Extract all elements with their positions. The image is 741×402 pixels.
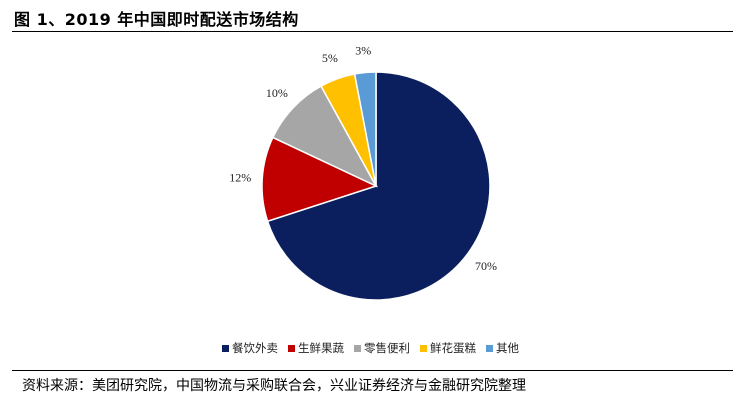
legend-item-retail-convenience: 零售便利 [354,340,410,356]
pie-slice-retail-convenience [271,85,378,188]
slice-label-food-delivery: 70% [475,259,497,273]
figure-title: 图 1、2019 年中国即时配送市场结构 [14,10,299,29]
slice-label-other: 3% [355,44,371,58]
source-note: 资料来源：美团研究院，中国物流与采购联合会，兴业证券经济与金融研究院整理 [22,378,526,394]
legend-item-fresh-produce: 生鲜果蔬 [288,340,344,356]
source-divider [12,370,733,371]
title-divider [12,31,733,32]
slice-label-flowers-cakes: 5% [322,51,338,65]
legend-label: 其他 [496,341,519,355]
legend-item-other: 其他 [486,340,519,356]
legend-swatch [420,344,427,352]
legend-swatch [222,344,229,352]
pie-slice-other [353,71,377,187]
legend-swatch [486,344,493,352]
slice-label-fresh-produce: 12% [229,170,251,184]
pie-slice-food-delivery [266,71,491,301]
legend-label: 餐饮外卖 [232,341,278,355]
legend-item-flowers-cakes: 鲜花蛋糕 [420,340,476,356]
legend-item-food-delivery: 餐饮外卖 [222,340,278,356]
legend-label: 零售便利 [364,341,410,355]
pie-chart: 70% 12% 10% 5% 3% [229,44,497,301]
slice-label-retail-convenience: 10% [266,86,288,100]
legend-swatch [288,344,295,352]
legend-label: 生鲜果蔬 [298,341,344,355]
legend-swatch [354,344,361,352]
legend-label: 鲜花蛋糕 [430,341,476,355]
chart-legend: 餐饮外卖 生鲜果蔬 零售便利 鲜花蛋糕 其他 [0,340,741,356]
pie-slice-fresh-produce [261,136,379,223]
